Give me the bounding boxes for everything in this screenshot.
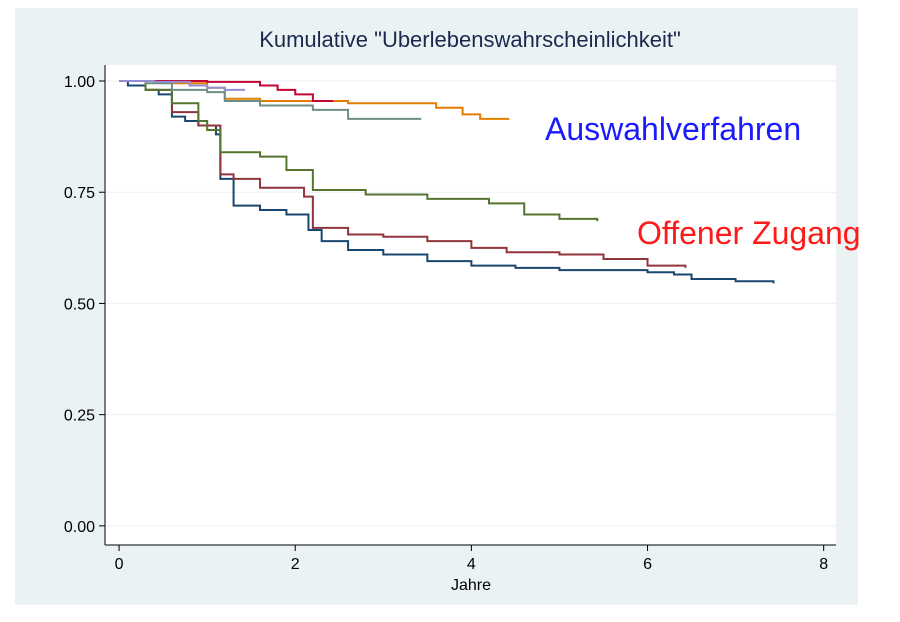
y-tick-label: 0.50 xyxy=(64,296,95,313)
x-tick-label: 4 xyxy=(467,556,476,573)
x-tick-label: 8 xyxy=(819,556,828,573)
chart-title: Kumulative "Uberlebenswahrscheinlichkeit… xyxy=(259,27,681,52)
x-tick-label: 6 xyxy=(643,556,652,573)
survival-curve xyxy=(119,80,510,120)
y-tick-label: 0.25 xyxy=(64,408,95,425)
x-tick-label: 0 xyxy=(115,556,124,573)
y-tick-label: 0.00 xyxy=(64,519,95,536)
survival-curve xyxy=(119,80,775,284)
x-axis-label: Jahre xyxy=(451,577,491,594)
survival-curve xyxy=(119,80,422,120)
y-tick-label: 0.75 xyxy=(64,185,95,202)
survival-curve xyxy=(119,80,334,103)
x-tick-label: 2 xyxy=(291,556,300,573)
y-tick-label: 1.00 xyxy=(64,74,95,91)
plot-region xyxy=(105,65,836,545)
annotation: Auswahlverfahren xyxy=(545,111,801,147)
annotation: Offener Zugang xyxy=(637,215,861,251)
survival-curve xyxy=(119,80,599,222)
survival-curve xyxy=(119,80,246,91)
